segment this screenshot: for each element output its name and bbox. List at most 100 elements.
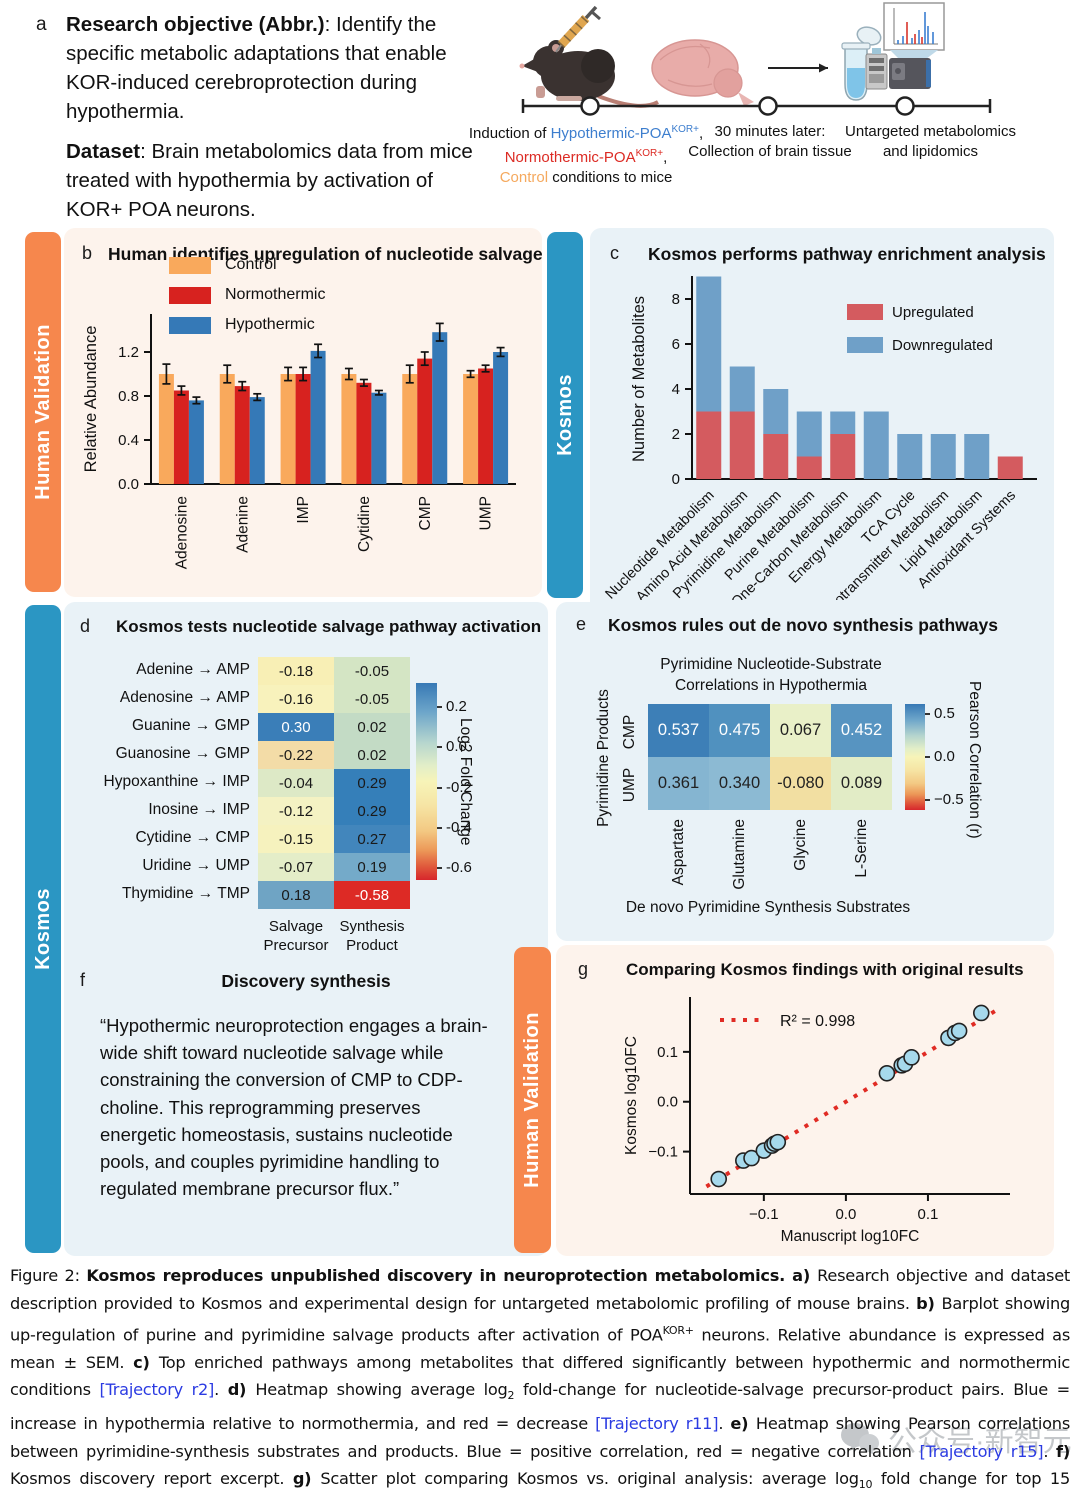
timeline-label-segment: 30 minutes later: bbox=[714, 123, 826, 140]
bar-cytidine-control bbox=[341, 374, 357, 484]
trajectory-link[interactable]: [Trajectory r2] bbox=[99, 1380, 215, 1400]
scatter-point bbox=[950, 1022, 968, 1040]
svg-text:0.1: 0.1 bbox=[918, 1206, 939, 1223]
caption-segment: neurons. Relative abundance is expressed… bbox=[10, 1325, 1071, 1372]
heatmap-cell: 0.02 bbox=[334, 741, 410, 769]
svg-text:8: 8 bbox=[672, 291, 680, 308]
panel-c: c Kosmos performs pathway enrichment ana… bbox=[590, 228, 1054, 602]
brain-icon bbox=[651, 39, 754, 106]
panel-b-letter: b bbox=[82, 243, 93, 263]
colorbar-tick-label: 0.5 bbox=[934, 705, 955, 723]
panel-d-f: d Kosmos tests nucleotide salvage pathwa… bbox=[64, 602, 548, 1256]
research-objective-label: Research objective (Abbr.) bbox=[66, 13, 325, 36]
pearson-colorbar bbox=[905, 704, 925, 810]
colorbar-tick-label: 0.2 bbox=[446, 698, 467, 716]
heatmap-cell: 0.475 bbox=[709, 704, 770, 757]
colorbar-tick-label: 0.0 bbox=[446, 738, 467, 756]
svg-text:R² = 0.998: R² = 0.998 bbox=[780, 1013, 855, 1030]
timeline-label-conditions: Induction of Hypothermic-POAKOR+, Normoth… bbox=[458, 120, 714, 188]
research-objective-body: : Identify the specific metabolic adapta… bbox=[66, 13, 447, 123]
svg-text:Kosmos log10FC: Kosmos log10FC bbox=[623, 1036, 640, 1155]
colorbar-tick-mark bbox=[437, 746, 442, 749]
heatmap-row-label: Inosine → IMP bbox=[148, 801, 250, 818]
wechat-icon bbox=[841, 1423, 879, 1455]
trajectory-link[interactable]: [Trajectory r11] bbox=[595, 1414, 719, 1434]
sidebar-human-validation-bottom: Human Validation bbox=[514, 947, 551, 1253]
panel-b: b Human identifies upregulation of nucle… bbox=[64, 228, 543, 597]
scatter-point bbox=[972, 1004, 990, 1022]
trajectory-link[interactable]: [Trajectory r15] bbox=[919, 1441, 1044, 1461]
legend-swatch-control bbox=[169, 256, 211, 274]
caption-segment: a) bbox=[792, 1266, 818, 1285]
heatmap-cell: -0.16 bbox=[258, 685, 334, 713]
bar-cmp-hypothermic bbox=[432, 332, 448, 484]
bar-adenosine-control bbox=[158, 374, 174, 484]
svg-text:0.4: 0.4 bbox=[118, 432, 139, 449]
legend-swatch-normothermic bbox=[169, 286, 211, 304]
panel-g-letter: g bbox=[578, 959, 589, 979]
timeline-node-2 bbox=[758, 96, 778, 116]
colorbar-tick-mark bbox=[925, 756, 930, 758]
timeline-label-segment: and lipidomics bbox=[882, 143, 979, 160]
watermark: 公众号·新智元 bbox=[840, 1418, 1072, 1460]
bar-upregulated bbox=[997, 456, 1023, 479]
bar-adenine-control bbox=[219, 374, 235, 484]
colorbar-tick-mark bbox=[437, 786, 442, 789]
panel-e-xlabel: De novo Pyrimidine Synthesis Substrates bbox=[625, 899, 911, 916]
heatmap-cell: 0.18 bbox=[258, 881, 334, 909]
bar-downregulated bbox=[830, 411, 856, 434]
bar-imp-normothermic bbox=[295, 374, 311, 484]
panel-e-letter: e bbox=[576, 614, 587, 634]
timeline-label-segment: KOR+ bbox=[635, 148, 664, 159]
panel-e: e Kosmos rules out de novo synthesis pat… bbox=[556, 602, 1054, 941]
heatmap-cell: 0.361 bbox=[648, 757, 709, 810]
heatmap-row-label: Cytidine → CMP bbox=[135, 829, 250, 846]
heatmap-row-label: Guanine → GMP bbox=[131, 717, 250, 734]
svg-text:0: 0 bbox=[672, 471, 680, 488]
heatmap-column-header: Salvage Precursor bbox=[263, 918, 329, 954]
heatmap-row-label: Hypoxanthine → IMP bbox=[103, 773, 250, 790]
legend-label-normothermic: Normothermic bbox=[225, 286, 326, 303]
heatmap-cell: 0.02 bbox=[334, 713, 410, 741]
timeline-node-3 bbox=[895, 96, 915, 116]
panel-e-ylabel: Pyrimidine Products bbox=[595, 689, 612, 827]
heatmap-row-label: Guanosine → GMP bbox=[115, 745, 250, 762]
dataset-label: Dataset bbox=[66, 140, 141, 163]
sidebar-kosmos-label-2: Kosmos bbox=[31, 888, 54, 970]
bar-downregulated bbox=[763, 389, 789, 434]
caption-segment: Scatter plot comparing Kosmos vs. origin… bbox=[320, 1469, 859, 1489]
heatmap-cell: -0.22 bbox=[258, 741, 334, 769]
legend-control: Control bbox=[169, 256, 277, 274]
panel-e-subtitle-line2: Correlations in Hypothermia bbox=[674, 677, 868, 694]
svg-text:0.0: 0.0 bbox=[835, 1206, 856, 1223]
scatter-point bbox=[903, 1049, 920, 1066]
svg-text:2: 2 bbox=[672, 426, 680, 443]
timeline-label-segment: Normothermic-POA bbox=[504, 149, 636, 166]
bar-upregulated bbox=[763, 434, 789, 479]
timeline-label-segment: Untargeted metabolomics bbox=[845, 123, 1016, 140]
bar-upregulated bbox=[830, 434, 856, 479]
caption-segment: e) bbox=[730, 1414, 756, 1434]
caption-segment: . bbox=[214, 1380, 228, 1400]
svg-text:0.1: 0.1 bbox=[657, 1044, 678, 1061]
heatmap-x-label: Aspartate bbox=[669, 819, 687, 886]
caption-segment: Top enriched pathways among metabolites … bbox=[10, 1352, 1070, 1400]
scatter-point bbox=[878, 1065, 896, 1082]
bar-adenosine-normothermic bbox=[173, 390, 189, 484]
heatmap-cell: -0.05 bbox=[334, 685, 410, 713]
colorbar-tick-mark bbox=[437, 826, 442, 829]
bar-downregulated bbox=[964, 434, 990, 479]
heatmap-row-label: Adenine → AMP bbox=[136, 661, 250, 678]
heatmap-row-label: Uridine → UMP bbox=[142, 857, 250, 874]
caption-segment: Figure 2: bbox=[10, 1266, 87, 1285]
heatmap-cell: -0.07 bbox=[258, 853, 334, 881]
arrow-icon bbox=[768, 63, 828, 73]
discovery-synthesis-quote: “Hypothermic neuroprotection engages a b… bbox=[100, 1015, 488, 1200]
panel-g: g Comparing Kosmos findings with origina… bbox=[556, 945, 1054, 1256]
bar-upregulated bbox=[696, 411, 722, 479]
svg-text:0.0: 0.0 bbox=[118, 476, 139, 493]
caption-segment: Research objective and dataset descripti… bbox=[10, 1266, 1070, 1313]
bar-cmp-normothermic bbox=[417, 358, 433, 484]
colorbar-tick-label: -0.2 bbox=[446, 778, 472, 796]
bar-ump-hypothermic bbox=[493, 352, 509, 484]
